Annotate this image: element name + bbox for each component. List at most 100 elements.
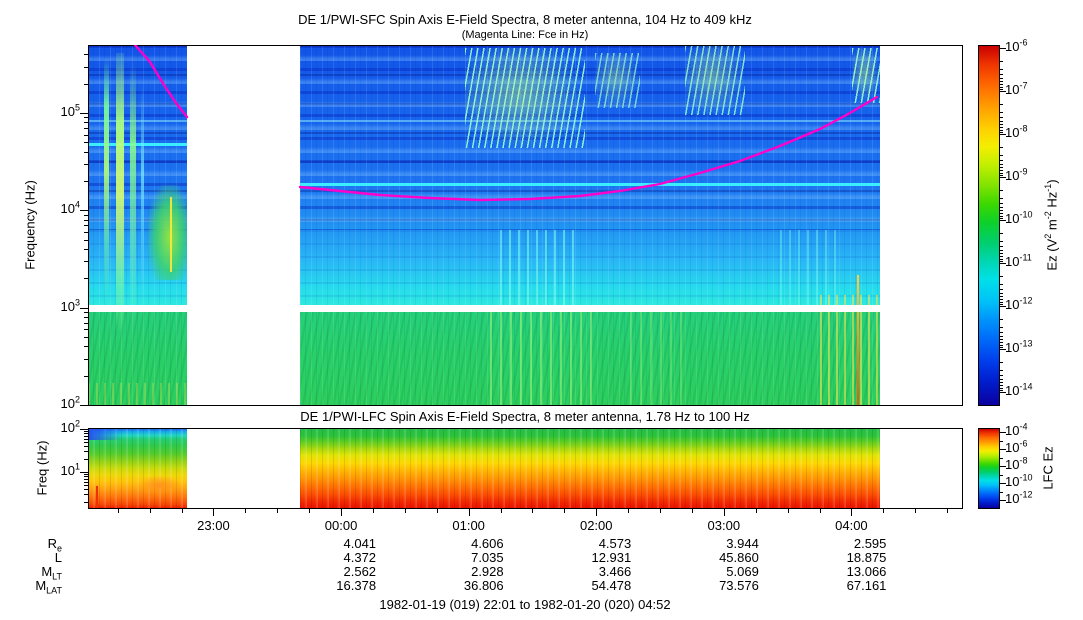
time-minor-tick [181,508,183,513]
lfc-colorbar-tick-label: 10-8 [1005,455,1028,472]
emission-patch-green [148,185,187,280]
sfc-colorbar-minor-tick [1000,245,1003,247]
time-major-tick [596,508,598,516]
lfc-y-minor-tick [84,435,88,437]
sfc-colorbar-minor-tick [1000,261,1003,263]
green-band-streaks [630,312,690,405]
ephemeris-value: 4.372 [343,550,377,565]
green-band-streaks [490,312,600,405]
sfc-colorbar-minor-tick [1000,218,1003,220]
sfc-colorbar-minor-tick [1000,213,1003,215]
lfc-panel-title: DE 1/PWI-LFC Spin Axis E-Field Spectra, … [300,409,750,424]
sfc-colorbar-minor-tick [1000,146,1003,148]
sfc-y-tick-label: 102 [60,394,80,411]
sfc-colorbar-minor-tick [1000,86,1003,88]
sfc-colorbar-major-tick [1000,134,1006,135]
time-minor-tick [915,508,917,513]
time-minor-tick [819,508,821,513]
time-minor-tick [660,508,662,513]
lfc-y-minor-tick [84,478,88,480]
ephemeris-value: 5.069 [726,564,759,579]
sfc-y-minor-tick [84,346,88,348]
sfc-colorbar-minor-tick [1000,116,1003,118]
sfc-y-minor-tick [84,163,88,165]
sfc-y-minor-tick [84,219,88,221]
ephemeris-row-label: MLT [41,564,62,582]
lfc-y-minor-tick [84,430,88,432]
lfc-colorbar-major-tick [1000,466,1006,467]
lfc-colorbar-major-tick [1000,483,1006,484]
sfc-colorbar-minor-tick [1000,258,1003,260]
lfc-red-burst [96,486,98,508]
lfc-y-major-tick [80,472,88,473]
sfc-colorbar-minor-tick [1000,379,1003,381]
fce-line-segment [298,95,879,202]
narrowband-emission-faint [88,120,187,122]
time-minor-tick [149,508,151,513]
sfc-y-minor-tick [84,142,88,144]
sfc-colorbar-minor-tick [1000,331,1003,333]
lfc-y-minor-tick [84,484,88,486]
fce-line-segment [133,45,189,119]
ephemeris-value: 67.161 [846,578,887,593]
lfc-y-minor-tick [84,459,88,461]
lfc-colorbar-major-tick [1000,500,1006,501]
lfc-colorbar-tick-label: 10-12 [1005,489,1033,506]
sfc-y-minor-tick [84,66,88,68]
sfc-colorbar-minor-tick [1000,293,1003,295]
sfc-colorbar-minor-tick [1000,124,1003,126]
time-minor-tick [372,508,374,513]
time-minor-tick [755,508,757,513]
time-minor-tick [787,508,789,513]
lfc-data-block-1 [88,428,187,508]
lfc-y-minor-tick [84,441,88,443]
lfc-cyan-corner [88,428,122,440]
lfc-y-minor-tick [84,489,88,491]
sfc-y-minor-tick [84,181,88,183]
sfc-colorbar [978,45,1000,406]
lfc-y-minor-tick [84,502,88,504]
ephemeris-value: 2.562 [343,564,377,579]
sfc-colorbar-minor-tick [1000,385,1003,387]
sfc-colorbar-minor-tick [1000,111,1003,113]
sfc-colorbar-minor-tick [1000,336,1003,338]
ephemeris-value: 73.576 [719,578,759,593]
sfc-colorbar-minor-tick [1000,84,1003,86]
time-minor-tick [404,508,406,513]
lfc-colorbar-minor-tick [1000,440,1003,442]
sfc-colorbar-tick-label: 10-7 [1005,80,1028,97]
sfc-colorbar-minor-tick [1000,256,1003,258]
sfc-colorbar-minor-tick [1000,202,1003,204]
sfc-colorbar-minor-tick [1000,283,1003,285]
lfc-orange-blob [138,476,180,494]
sfc-green-region [88,312,187,405]
sfc-colorbar-minor-tick [1000,167,1003,169]
sfc-colorbar-minor-tick [1000,387,1003,389]
sfc-colorbar-minor-tick [1000,129,1003,131]
sfc-colorbar-minor-tick [1000,170,1003,172]
ephemeris-value: 12.931 [591,550,632,565]
lfc-y-tick-label: 101 [60,461,80,478]
lfc-y-minor-tick [84,473,88,475]
sfc-colorbar-tick-label: 10-14 [1005,381,1033,398]
sfc-y-major-tick [80,307,88,309]
sfc-colorbar-minor-tick [1000,164,1003,166]
sfc-colorbar-minor-tick [1000,210,1003,212]
lfc-y-minor-tick [84,438,88,440]
time-minor-tick [628,508,630,513]
sfc-y-minor-tick [84,83,88,85]
sfc-y-minor-tick [84,249,88,251]
sfc-colorbar-tick-label: 10-8 [1005,123,1028,140]
sfc-colorbar-minor-tick [1000,154,1003,156]
sfc-colorbar-minor-tick [1000,207,1003,209]
low-freq-yellow-streaks [88,383,187,405]
sfc-y-minor-tick [84,239,88,241]
time-minor-tick [947,508,949,513]
sfc-y-minor-tick [84,54,88,56]
time-minor-tick [117,508,119,513]
sfc-y-major-tick [80,404,88,406]
akr-burst-cluster [595,53,640,108]
akr-burst-cluster [685,45,745,115]
time-minor-tick [691,508,693,513]
